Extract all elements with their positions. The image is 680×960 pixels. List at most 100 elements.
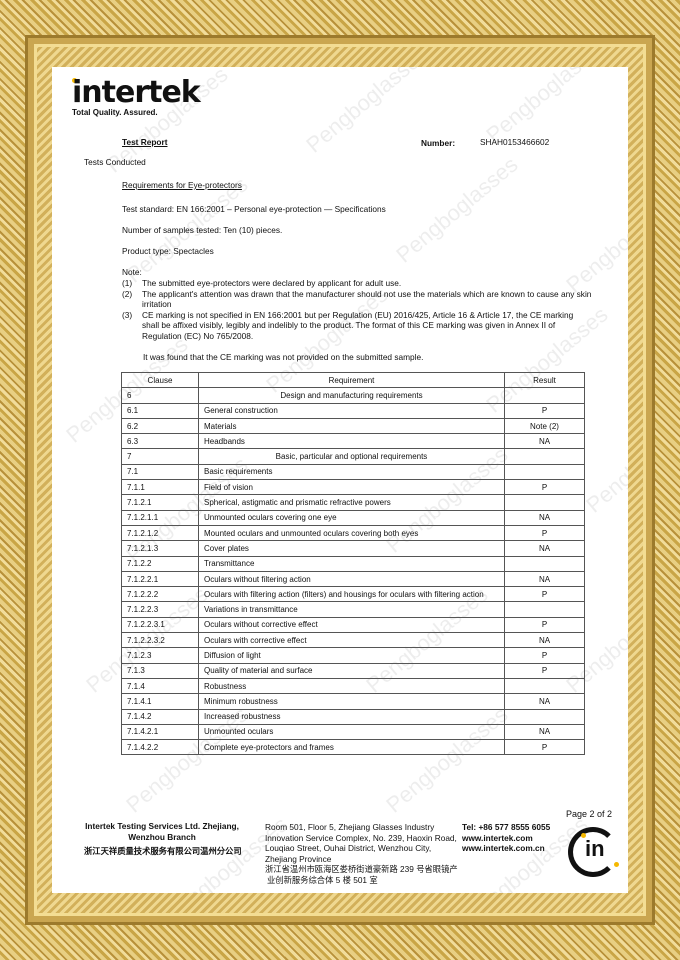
clause-cell: 7.1.2.2.3.2 bbox=[121, 632, 199, 649]
clause-cell: 7.1 bbox=[121, 463, 199, 481]
footer-company: Intertek Testing Services Ltd. Zhejiang,… bbox=[82, 821, 242, 842]
clause-cell: 7.1.4.2.1 bbox=[121, 723, 199, 741]
table-row: 7.1.2.2.2 Oculars with filtering action (… bbox=[121, 586, 585, 603]
test-standard: Test standard: EN 166:2001 – Personal ey… bbox=[122, 204, 386, 214]
clause-cell: 7 bbox=[121, 448, 199, 465]
requirement-cell: Spherical, astigmatic and prismatic refr… bbox=[198, 494, 505, 511]
requirement-cell: Quality of material and surface bbox=[198, 662, 505, 679]
table-row: 7.1.2.1.1 Unmounted oculars covering one … bbox=[121, 509, 585, 526]
requirement-cell: Increased robustness bbox=[198, 708, 505, 725]
table-row: 6 Design and manufacturing requirements bbox=[121, 387, 585, 404]
table-row: 7.1.2.1.2 Mounted oculars and unmounted o… bbox=[121, 524, 585, 542]
footer-contact: Tel: +86 577 8555 6055 www.intertek.com ww… bbox=[462, 822, 550, 854]
note-text: CE marking is not specified in EN 166:20… bbox=[142, 309, 574, 341]
clause-cell: 7.1.2.2.3 bbox=[121, 601, 199, 618]
requirement-cell: Cover plates bbox=[198, 540, 505, 557]
logo-dot bbox=[72, 78, 77, 83]
table-row: 7.1.4.2.1 Unmounted oculars NA bbox=[121, 723, 585, 741]
result-cell: NA bbox=[504, 570, 585, 588]
website-link-cn[interactable]: www.intertek.com.cn bbox=[462, 843, 545, 853]
address-line: Innovation Service Complex, No. 239, Hao… bbox=[265, 832, 457, 843]
table-row: 7.1.2.2.3.2 Oculars with corrective effec… bbox=[121, 632, 585, 649]
result-cell: NA bbox=[504, 693, 585, 710]
ce-finding: It was found that the CE marking was not… bbox=[143, 352, 424, 362]
table-row: 7 Basic, particular and optional requirem… bbox=[121, 448, 585, 465]
website-link[interactable]: www.intertek.com bbox=[462, 832, 533, 843]
table-row: 6.2 Materials Note (2) bbox=[121, 417, 585, 435]
address-cn-line: 浙江省温州市瓯海区娄桥街道豪新路 239 号省眼镜产 bbox=[265, 864, 458, 874]
clause-cell: 7.1.2.2 bbox=[121, 555, 199, 572]
clause-cell: 7.1.4.2.2 bbox=[121, 739, 199, 756]
table-row: 6.1 General construction P bbox=[121, 402, 585, 419]
intertek-logo: intertek bbox=[72, 75, 201, 110]
result-cell: NA bbox=[504, 509, 585, 526]
result-cell: P bbox=[504, 662, 585, 679]
requirement-cell: Design and manufacturing requirements bbox=[198, 387, 505, 404]
number-label: Number: bbox=[421, 138, 456, 148]
table-row: 7.1.2.1.3 Cover plates NA bbox=[121, 540, 585, 557]
result-cell bbox=[504, 463, 585, 481]
result-cell: P bbox=[504, 739, 585, 756]
table-row: 7.1.2.1 Spherical, astigmatic and prismat… bbox=[121, 494, 585, 511]
requirement-cell: Transmittance bbox=[198, 555, 505, 572]
watermark: Pengboglasses bbox=[581, 401, 628, 518]
result-cell bbox=[504, 555, 585, 572]
header-requirement: Requirement bbox=[198, 371, 505, 389]
samples-tested: Number of samples tested: Ten (10) piece… bbox=[122, 225, 283, 235]
requirement-cell: Field of vision bbox=[198, 479, 505, 496]
requirement-cell: Oculars without corrective effect bbox=[198, 616, 505, 634]
address-line: Zhejiang Province bbox=[265, 853, 332, 864]
clause-cell: 7.1.4 bbox=[121, 677, 199, 695]
address-line: Room 501, Floor 5, Zhejiang Glasses Indu… bbox=[265, 822, 435, 832]
requirement-cell: Oculars with filtering action (filters) … bbox=[198, 586, 505, 603]
table-header-row: Clause Requirement Result bbox=[121, 371, 585, 389]
result-cell bbox=[504, 708, 585, 725]
header-result: Result bbox=[504, 371, 585, 389]
result-cell bbox=[504, 448, 585, 465]
result-cell bbox=[504, 387, 585, 404]
table-row: 7.1.4.1 Minimum robustness NA bbox=[121, 693, 585, 710]
requirement-cell: Diffusion of light bbox=[198, 647, 505, 664]
note-text: The submitted eye-protectors were declar… bbox=[142, 278, 402, 288]
result-cell: P bbox=[504, 586, 585, 603]
tests-conducted: Tests Conducted bbox=[84, 157, 146, 167]
table-row: 7.1.4 Robustness bbox=[121, 677, 585, 695]
clause-cell: 6.2 bbox=[121, 417, 199, 435]
requirements-table: Clause Requirement Result 6 Design and manu… bbox=[121, 371, 585, 756]
table-row: 7.1.3 Quality of material and surface P bbox=[121, 662, 585, 679]
result-cell: NA bbox=[504, 540, 585, 557]
product-type: Product type: Spectacles bbox=[122, 246, 214, 256]
requirement-cell: Variations in transmittance bbox=[198, 601, 505, 618]
result-cell: P bbox=[504, 479, 585, 496]
clause-cell: 6 bbox=[121, 387, 199, 404]
note-label: Note: bbox=[122, 267, 142, 277]
table-row: 7.1.4.2 Increased robustness bbox=[121, 708, 585, 725]
result-cell: NA bbox=[504, 632, 585, 649]
note-num: (3) bbox=[122, 309, 133, 320]
clause-cell: 7.1.2.2.1 bbox=[121, 570, 199, 588]
note-text: The applicant's attention was drawn that… bbox=[142, 288, 592, 310]
report-title: Test Report bbox=[122, 137, 168, 147]
report-number: SHAH0153466602 bbox=[480, 137, 550, 147]
clause-cell: 7.1.2.1.1 bbox=[121, 509, 199, 526]
requirement-cell: Oculars with corrective effect bbox=[198, 632, 505, 649]
clause-cell: 7.1.4.2 bbox=[121, 708, 199, 725]
table-row: 7.1.4.2.2 Complete eye-protectors and fra… bbox=[121, 739, 585, 756]
result-cell: Note (2) bbox=[504, 417, 585, 435]
table-row: 7.1.2.3 Diffusion of light P bbox=[121, 647, 585, 664]
seal-dot bbox=[581, 833, 586, 838]
requirement-cell: Oculars without filtering action bbox=[198, 570, 505, 588]
result-cell bbox=[504, 601, 585, 618]
watermark: Pengboglasses bbox=[301, 67, 433, 158]
requirement-cell: General construction bbox=[198, 402, 505, 419]
telephone: Tel: +86 577 8555 6055 bbox=[462, 822, 551, 832]
branch-name: Wenzhou Branch bbox=[128, 831, 196, 842]
tagline: Total Quality. Assured. bbox=[72, 108, 158, 117]
note-num: (2) bbox=[122, 288, 133, 299]
clause-cell: 7.1.2.2.3.1 bbox=[121, 616, 199, 634]
page-number: Page 2 of 2 bbox=[566, 809, 613, 819]
note-num: (1) bbox=[122, 278, 133, 288]
notes-list: (1) The submitted eye-protectors were dec… bbox=[122, 278, 592, 341]
table-row: 6.3 Headbands NA bbox=[121, 433, 585, 450]
seal-text: in bbox=[585, 836, 605, 861]
